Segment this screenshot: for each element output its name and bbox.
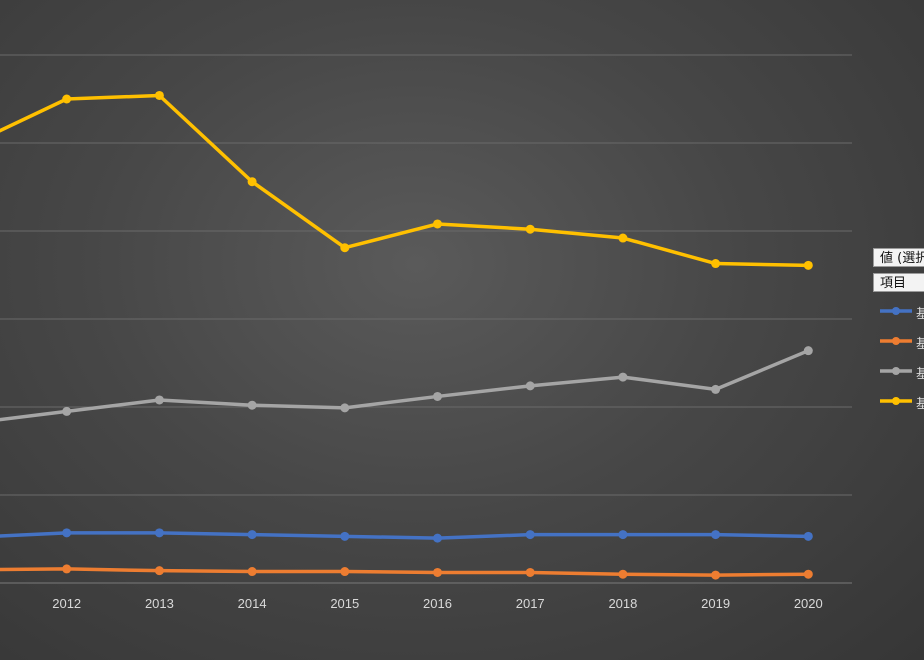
data-point [711,259,721,269]
data-point [340,567,350,577]
data-point [340,243,350,253]
data-point [154,395,164,405]
line-marker-icon [880,307,912,315]
x-tick-label: 2019 [701,596,730,611]
value-field-button[interactable]: 値 (選択 [873,248,924,267]
x-tick-label: 2012 [52,596,81,611]
data-point [618,530,628,540]
series-3 [0,346,813,422]
data-point [803,260,813,270]
x-tick-label: 2014 [238,596,267,611]
legend-label: 基 [916,397,924,409]
data-point [618,372,628,382]
data-point [62,406,72,416]
data-point [711,384,721,394]
x-tick-label: 2013 [145,596,174,611]
data-point [154,566,164,576]
series-1 [0,528,813,543]
x-tick-label: 2020 [794,596,823,611]
gridlines [0,54,852,584]
series-lines [0,90,813,580]
x-tick-label: 2018 [608,596,637,611]
data-point [525,224,535,234]
x-axis-ticks: 2011201220132014201520162017201820192020 [52,596,823,611]
line-marker-icon [880,337,912,345]
data-point [525,530,535,540]
line-marker-icon [880,367,912,375]
data-point [711,530,721,540]
series-4 [0,90,813,270]
legend-item[interactable]: 基 [878,333,924,349]
data-point [711,570,721,580]
data-point [433,567,442,577]
data-point [247,177,257,187]
legend-label: 基 [916,337,924,349]
data-point [247,400,257,410]
data-point [803,531,813,541]
data-point [340,403,350,413]
x-tick-label: 2017 [516,596,545,611]
legend-label: 基 [916,367,924,379]
series-line [0,349,809,422]
legend-label: 基 [916,307,924,319]
data-point [62,94,72,104]
x-tick-label: 2016 [423,596,452,611]
legend-item[interactable]: 基 [878,363,924,379]
legend-item[interactable]: 基 [878,303,924,319]
data-point [62,564,72,574]
data-point [340,531,350,541]
data-point [154,90,164,100]
data-point [618,569,628,579]
x-tick-label: 2015 [330,596,359,611]
data-point [433,391,442,401]
data-point [803,569,813,579]
line-marker-icon [880,397,912,405]
data-point [525,381,535,391]
series-2 [0,564,813,580]
data-point [433,219,442,229]
data-point [247,567,257,577]
data-point [525,567,535,577]
data-point [803,346,813,356]
category-field-button[interactable]: 項目 [873,273,924,292]
data-point [433,533,442,543]
series-line [0,93,809,268]
data-point [154,528,164,538]
series-line [0,567,809,577]
legend-item[interactable]: 基 [878,393,924,409]
data-point [618,233,628,243]
series-line [0,531,809,540]
data-point [62,528,72,538]
data-point [247,530,257,540]
